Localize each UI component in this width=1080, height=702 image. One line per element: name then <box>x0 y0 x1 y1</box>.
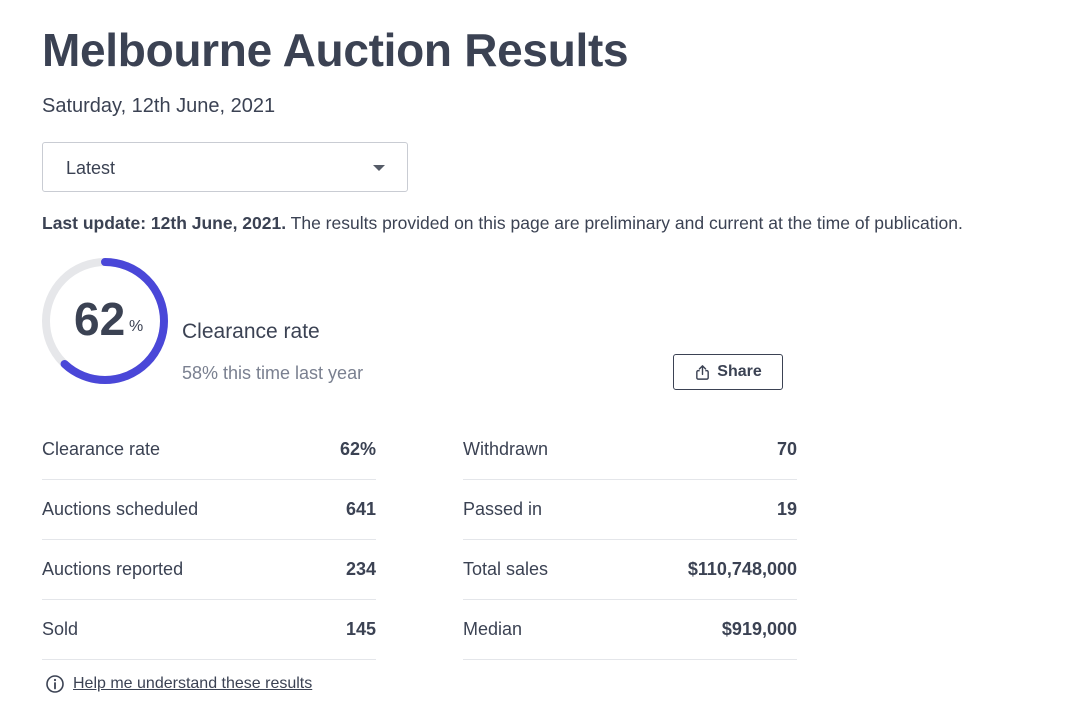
stat-label: Total sales <box>463 559 549 579</box>
clearance-rate-comparison: 58% this time last year <box>182 363 364 383</box>
clearance-rate-ring <box>42 258 168 384</box>
stat-value: $110,748,000 <box>687 559 797 579</box>
clearance-rate-label: Clearance rate <box>182 320 320 343</box>
share-label: Share <box>717 363 762 380</box>
share-button[interactable]: Share <box>673 354 783 390</box>
stat-label: Clearance rate <box>42 439 161 459</box>
stat-value: 234 <box>345 559 376 579</box>
clearance-rate-value: 62 <box>74 293 126 345</box>
stat-row: Total sales $110,748,000 <box>463 540 797 600</box>
stat-label: Passed in <box>463 499 543 519</box>
page-title: Melbourne Auction Results <box>42 24 629 76</box>
chevron-down-icon <box>373 165 385 171</box>
info-icon[interactable] <box>45 674 65 694</box>
stat-label: Withdrawn <box>463 439 549 459</box>
stat-row: Withdrawn 70 <box>463 420 797 480</box>
stat-label: Auctions scheduled <box>42 499 199 519</box>
stat-label: Median <box>463 619 523 639</box>
last-update-note: Last update: 12th June, 2021. The result… <box>42 212 963 234</box>
stat-row: Auctions reported 234 <box>42 540 376 600</box>
last-update-date: Last update: 12th June, 2021. <box>42 213 287 233</box>
stat-row: Passed in 19 <box>463 480 797 540</box>
stat-row: Auctions scheduled 641 <box>42 480 376 540</box>
stat-label: Sold <box>42 619 79 639</box>
stat-row: Clearance rate 62% <box>42 420 376 480</box>
stat-value: 70 <box>776 439 797 459</box>
stat-row: Median $919,000 <box>463 600 797 660</box>
help-link[interactable]: Help me understand these results <box>73 675 313 692</box>
results-date: Saturday, 12th June, 2021 <box>42 95 276 117</box>
help-link-container: Help me understand these results <box>45 674 312 694</box>
ring-progress <box>42 258 168 384</box>
share-icon <box>696 364 710 380</box>
stat-value: 641 <box>345 499 376 519</box>
stats-table-right: Withdrawn 70 Passed in 19 Total sales $110,… <box>463 420 797 660</box>
select-value: Latest <box>66 158 116 178</box>
last-update-text: The results provided on this page are pr… <box>286 213 963 233</box>
results-period-select[interactable]: Latest <box>42 142 408 192</box>
stat-value: 145 <box>345 619 376 639</box>
stat-row: Sold 145 <box>42 600 376 660</box>
stats-table-left: Clearance rate 62% Auctions scheduled 641 … <box>42 420 376 660</box>
stat-value: 62% <box>339 439 376 459</box>
stat-value: $919,000 <box>721 619 797 639</box>
stat-value: 19 <box>776 499 797 519</box>
clearance-rate-unit: % <box>129 318 144 335</box>
stat-label: Auctions reported <box>42 559 184 579</box>
